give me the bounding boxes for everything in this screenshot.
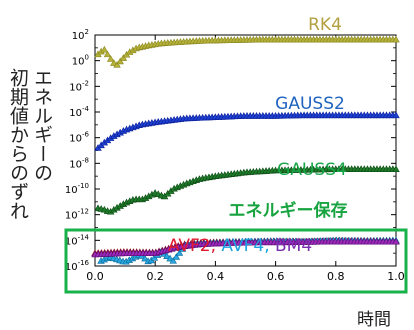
data-point (116, 57, 124, 65)
x-axis-label: 時間 (357, 310, 391, 330)
data-point (103, 50, 112, 58)
series-annotations: RK4 GAUSS2 GAUSS4 エネルギー保存 AVF2, AVF4, BM4 (168, 15, 348, 256)
data-point (100, 45, 109, 53)
x-tick-label: 0.6 (267, 270, 285, 283)
energy-conserving-highlight-box (64, 228, 408, 294)
data-point (175, 249, 184, 256)
series-rk4 (94, 35, 400, 68)
data-point (169, 257, 177, 264)
y-tick-label: 10-6 (69, 131, 89, 145)
gauss4-label: GAUSS4 (277, 160, 347, 180)
group-label-part: BM4 (275, 236, 312, 256)
group-label-part: , (264, 236, 275, 256)
data-point (166, 254, 174, 262)
data-series (91, 35, 400, 265)
data-point (113, 60, 121, 68)
y-axis-label-line-2: 初期値からのずれ (7, 68, 29, 220)
data-point (392, 165, 400, 172)
series-bm4 (91, 237, 400, 258)
y-tick-label: 10-8 (69, 156, 89, 170)
x-tick-label: 0.4 (207, 270, 225, 283)
data-point (392, 111, 400, 119)
avf-bm4-group-label: AVF2, AVF4, BM4 (168, 236, 312, 256)
y-tick-label: 100 (72, 54, 89, 68)
data-point (163, 252, 171, 259)
y-tick-label: 10-14 (65, 233, 90, 247)
rk4-label: RK4 (308, 15, 342, 35)
energy-conserving-label: エネルギー保存 (229, 200, 348, 221)
y-tick-label: 10-12 (65, 208, 89, 222)
group-label-part: , (211, 236, 222, 256)
y-tick-label: 10-10 (65, 182, 89, 196)
y-axis-label-line-1: エネルギーの (31, 68, 53, 182)
y-tick-label: 10-4 (69, 105, 89, 119)
data-point (106, 55, 115, 62)
group-label-part: AVF2 (168, 236, 211, 256)
series-gauss2 (94, 111, 400, 151)
y-tick-label: 10-16 (65, 259, 90, 273)
x-tick-label: 0.0 (86, 270, 104, 283)
data-point (392, 237, 400, 245)
x-tick-label: 0.2 (146, 270, 164, 283)
x-axis-ticks: 0.0 0.2 0.4 0.6 0.8 1.0 (86, 35, 405, 283)
y-tick-label: 10-2 (69, 79, 89, 93)
gauss2-label: GAUSS2 (275, 94, 345, 114)
y-tick-label: 102 (72, 28, 89, 42)
x-tick-label: 1.0 (387, 270, 405, 283)
group-label-part: AVF4 (221, 236, 264, 256)
data-point (141, 254, 149, 262)
x-tick-label: 0.8 (327, 270, 345, 283)
data-point (119, 54, 128, 61)
data-point (392, 35, 400, 43)
series-gauss4 (94, 165, 400, 215)
data-point (172, 253, 181, 260)
